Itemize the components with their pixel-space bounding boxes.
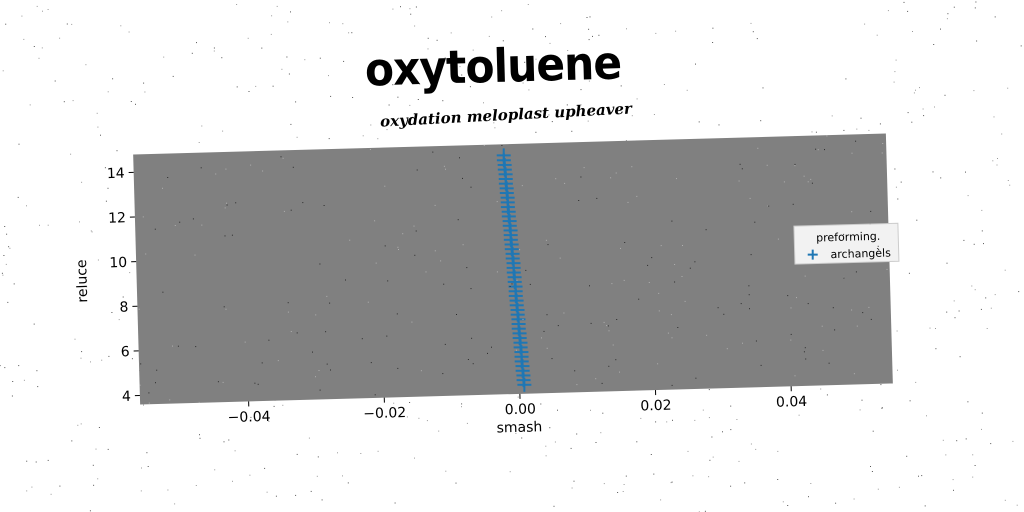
legend-marker-icon — [807, 249, 818, 260]
legend-title: preforming. — [816, 230, 881, 245]
x-tick-label: −0.04 — [227, 409, 270, 426]
y-axis: 4 6 8 10 12 14 — [107, 166, 140, 405]
x-tick-label: 0.00 — [505, 401, 537, 418]
y-tick-label: 10 — [109, 255, 127, 271]
y-axis-label: reluce — [74, 259, 91, 303]
x-axis: −0.04 −0.02 0.00 0.02 0.04 — [227, 386, 807, 426]
legend-entry-label: archangèls — [830, 246, 891, 261]
x-tick-label: −0.02 — [363, 405, 406, 422]
series-archangels — [496, 148, 532, 392]
legend: preforming. archangèls — [793, 222, 900, 265]
x-tick-label: 0.04 — [776, 394, 808, 411]
y-tick-label: 12 — [108, 210, 126, 226]
legend-box — [793, 222, 900, 265]
plot-speckle — [138, 135, 888, 404]
data-point — [496, 148, 511, 163]
x-axis-label: smash — [496, 419, 542, 436]
y-tick-label: 8 — [119, 300, 128, 316]
y-tick-label: 14 — [107, 166, 125, 182]
y-tick-label: 6 — [121, 344, 130, 360]
y-tick-label: 4 — [122, 389, 131, 405]
x-tick-label: 0.02 — [640, 398, 672, 415]
